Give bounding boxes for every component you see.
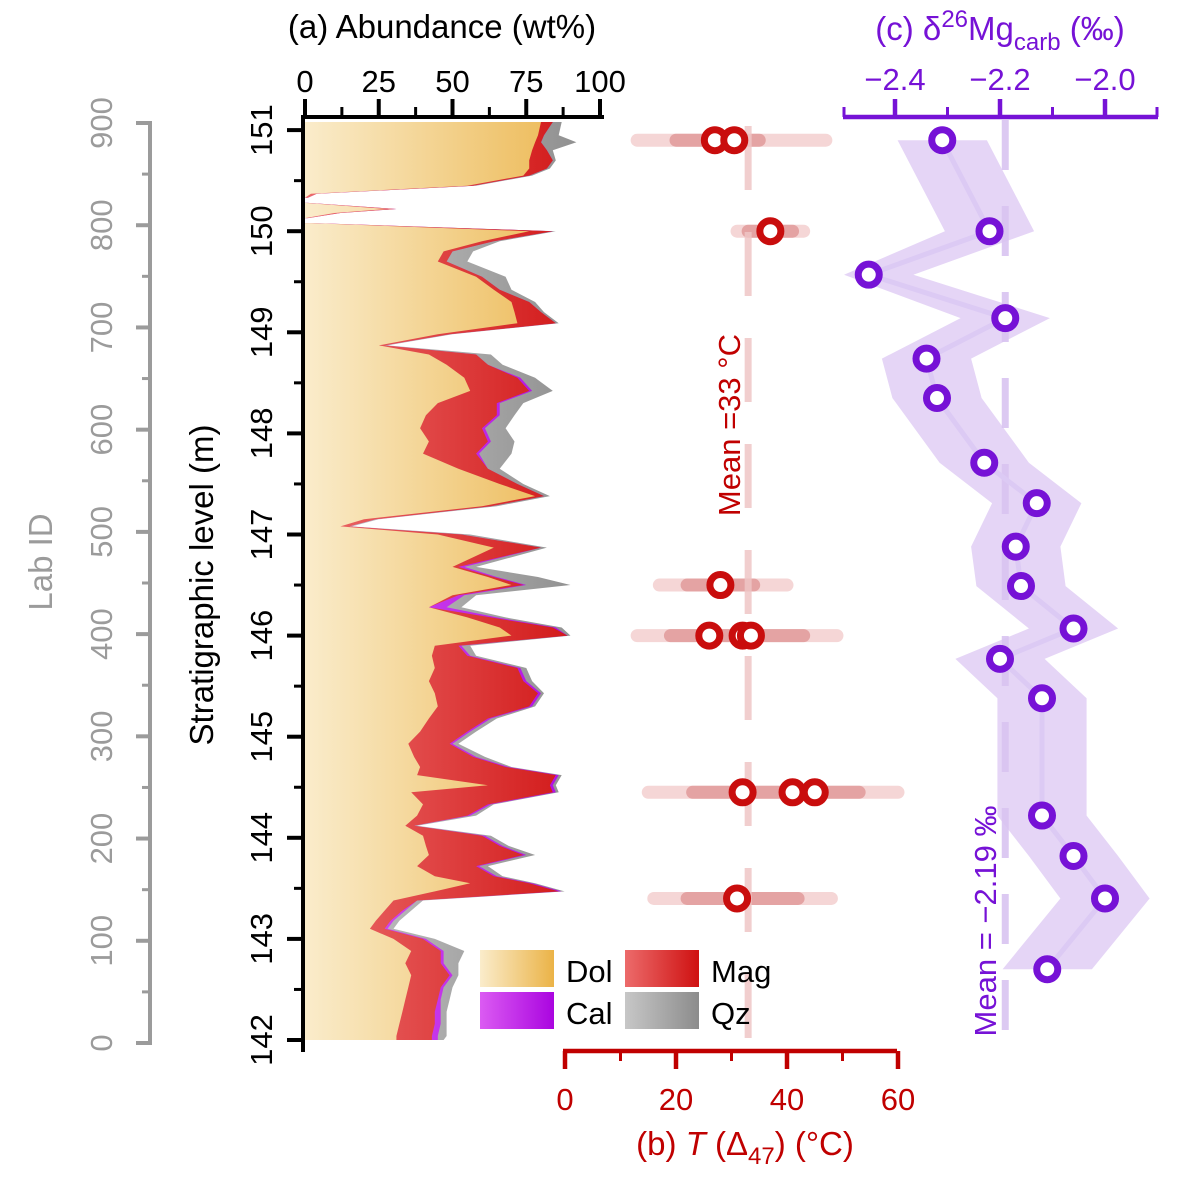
t-data-point: [800, 778, 829, 807]
lab-id-tick-label: 500: [84, 506, 119, 558]
legend-label-qz: Qz: [711, 996, 751, 1031]
mg-data-point: [1022, 489, 1051, 518]
mg-data-point: [912, 344, 941, 373]
lab-id-tick-label: 700: [84, 302, 119, 354]
strat-tick-label: 150: [244, 205, 279, 257]
mg-data-point: [975, 217, 1004, 246]
title-b-T: T: [686, 1125, 709, 1162]
t-data-point: [736, 621, 765, 650]
lab-id-tick-label: 300: [84, 710, 119, 762]
t-data-point: [695, 621, 724, 650]
mean-mg-annotation: Mean = −2.19 ‰: [968, 806, 1003, 1037]
mg-data-point: [991, 304, 1020, 333]
t-data-point: [756, 217, 785, 246]
legend: Dol Cal Mag Qz: [480, 950, 771, 1031]
title-c-pre: (c) δ: [875, 10, 941, 47]
lab-id-tick-label: 800: [84, 199, 119, 251]
lab-id-tick-label: 100: [84, 915, 119, 967]
t-data-point: [723, 884, 752, 913]
strat-tick-label: 149: [244, 306, 279, 358]
strat-tick-label: 143: [244, 913, 279, 965]
panel-c-title: (c) δ26Mgcarb (‰): [875, 6, 1124, 56]
mg-data-point: [1028, 684, 1056, 713]
title-c-subscript: carb: [1014, 29, 1061, 56]
lab-id-tick-label: 400: [84, 608, 119, 660]
mg-data-point: [928, 126, 957, 155]
legend-label-dol: Dol: [566, 954, 613, 989]
area-layer-dol: [305, 223, 536, 1041]
area-layer-dol: [305, 202, 388, 219]
t-tick-label: 60: [881, 1082, 915, 1117]
lab-id-tick-label: 900: [84, 97, 119, 149]
lab-id-axis-label: Lab ID: [22, 513, 59, 610]
mg-data-point: [1007, 572, 1035, 601]
strat-tick-label: 142: [244, 1014, 279, 1066]
mg-data-point: [986, 644, 1014, 673]
strat-tick-label: 151: [244, 104, 279, 156]
mean-temperature-annotation: Mean =33 °C: [712, 334, 747, 516]
title-c-post: (‰): [1061, 10, 1125, 47]
lab-id-tick-label: 0: [84, 1034, 119, 1051]
strat-tick-label: 144: [244, 812, 279, 864]
t-data-point: [728, 778, 757, 807]
mg-data-point: [1091, 884, 1119, 913]
t-data-point: [778, 778, 807, 807]
strat-tick-label: 146: [244, 610, 279, 662]
abundance-tick-label: 75: [509, 64, 543, 99]
t-data-point: [706, 571, 735, 600]
panel-b-title: (b) T (Δ47) (°C): [636, 1125, 854, 1170]
mg-data-point: [1059, 614, 1088, 643]
mg-isotope-panel: [844, 120, 1150, 1052]
strat-axis-label: Stratigraphic level (m): [183, 425, 220, 746]
mg-tick-label: −2.4: [864, 62, 925, 97]
mg-data-point: [970, 448, 999, 477]
title-c-superscript: 26: [941, 6, 968, 33]
t-tick-label: 40: [770, 1082, 804, 1117]
t-data-point: [720, 126, 749, 155]
title-b-mid: (Δ: [706, 1125, 748, 1162]
legend-swatch-dol: [480, 950, 554, 987]
title-b-subscript: 47: [748, 1143, 775, 1170]
mg-data-point: [1028, 801, 1056, 830]
legend-swatch-cal: [480, 992, 554, 1029]
clumped-temperature-panel: [630, 126, 905, 1048]
title-b-pre: (b): [636, 1125, 686, 1162]
mg-data-point: [1001, 532, 1030, 561]
lab-id-tick-label: 600: [84, 404, 119, 456]
abundance-stacked-area: [305, 122, 577, 1041]
axes: 0 25 50 75 100 142 143 144 145 146 147 148 149 150 151…: [84, 62, 1159, 1117]
strat-tick-label: 147: [244, 509, 279, 561]
strat-tick-label: 145: [244, 711, 279, 763]
mg-tick-label: −2.0: [1074, 62, 1135, 97]
mg-data-point: [923, 384, 951, 413]
abundance-tick-label: 50: [435, 64, 469, 99]
abundance-tick-label: 100: [574, 64, 626, 99]
mg-data-point: [1059, 841, 1088, 870]
legend-swatch-qz: [625, 992, 699, 1029]
t-tick-label: 0: [556, 1082, 573, 1117]
mg-data-point: [1033, 955, 1062, 984]
area-layer-dol: [305, 122, 541, 198]
title-c-mid: Mg: [968, 10, 1014, 47]
lab-id-tick-label: 200: [84, 813, 119, 865]
legend-swatch-mag: [625, 950, 699, 987]
mg-tick-label: −2.2: [969, 62, 1030, 97]
abundance-tick-label: 25: [362, 64, 396, 99]
title-b-post: ) (°C): [775, 1125, 854, 1162]
legend-label-cal: Cal: [566, 996, 613, 1031]
mg-data-point: [854, 260, 883, 289]
legend-label-mag: Mag: [711, 954, 771, 989]
abundance-tick-label: 0: [296, 64, 313, 99]
strat-tick-label: 148: [244, 408, 279, 460]
panel-a-title: (a) Abundance (wt%): [288, 8, 596, 45]
t-tick-label: 20: [659, 1082, 693, 1117]
